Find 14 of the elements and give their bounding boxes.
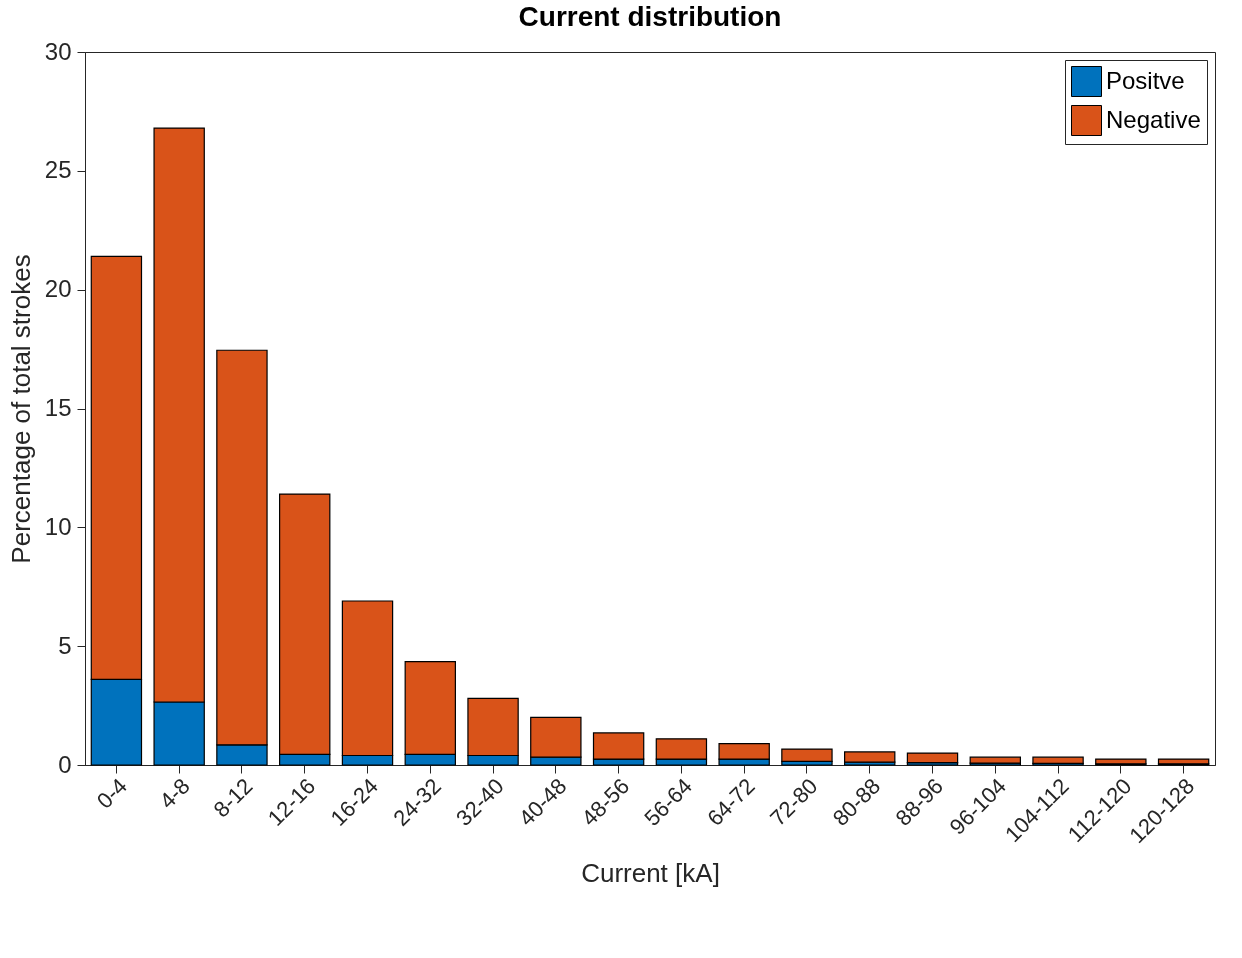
legend-label: Negative	[1106, 105, 1201, 133]
legend-label: Positve	[1106, 66, 1185, 94]
y-tick-label: 20	[44, 275, 72, 303]
chart-title: Current distribution	[518, 1, 782, 32]
y-tick-label: 30	[44, 37, 72, 65]
y-tick-label: 15	[44, 394, 72, 421]
y-axis-title: Percentage of total strokes	[5, 254, 36, 564]
x-tick-label: 0-4	[91, 773, 132, 814]
y-tick-label: 5	[58, 631, 72, 659]
x-tick-label: 4-8	[154, 773, 195, 814]
y-tick-label: 10	[44, 512, 72, 540]
y-tick-label: 0	[58, 750, 72, 778]
x-axis-title: Current [kA]	[581, 858, 720, 889]
y-tick-label: 25	[44, 156, 72, 184]
